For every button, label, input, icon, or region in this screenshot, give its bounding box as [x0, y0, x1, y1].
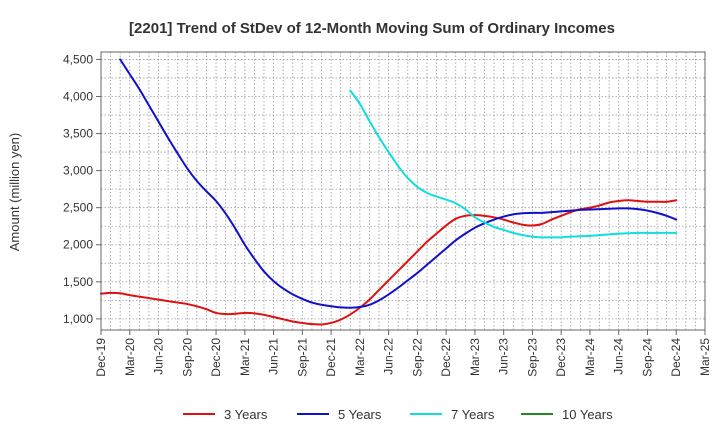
- x-tick-label: Dec-19: [94, 338, 108, 377]
- x-tick-label: Mar-23: [468, 338, 482, 376]
- x-tick-label: Sep-20: [180, 338, 194, 377]
- legend: 3 Years 5 Years 7 Years 10 Years: [183, 407, 613, 422]
- x-tick-label: Dec-24: [669, 338, 683, 377]
- x-tick-label: Dec-23: [554, 338, 568, 377]
- x-tick-label: Jun-24: [612, 338, 626, 375]
- series-line-5-years: [119, 58, 678, 309]
- y-tick-label: 1,500: [63, 275, 93, 289]
- y-tick-label: 3,000: [63, 164, 93, 178]
- y-axis: 1,000 1,500 2,000 2,500 3,000 3,500 4,000 4,500: [63, 52, 101, 326]
- x-tick-label: Mar-21: [238, 338, 252, 376]
- x-tick-label: Mar-20: [123, 338, 137, 376]
- plot-area: [100, 51, 706, 331]
- x-tick-label: Dec-21: [324, 338, 338, 377]
- y-tick-label: 2,500: [63, 201, 93, 215]
- x-tick-label: Mar-24: [583, 338, 597, 376]
- legend-label-10-years: 10 Years: [562, 407, 613, 422]
- series-lines: [100, 58, 678, 326]
- y-axis-label: Amount (million yen): [7, 133, 22, 252]
- x-tick-label: Mar-22: [353, 338, 367, 376]
- grid: [101, 52, 705, 330]
- y-tick-label: 4,000: [63, 89, 93, 103]
- chart-title: [2201] Trend of StDev of 12-Month Moving…: [129, 20, 615, 37]
- x-tick-label: Jun-20: [152, 338, 166, 375]
- x-tick-label: Jun-21: [267, 338, 281, 375]
- y-tick-label: 2,000: [63, 238, 93, 252]
- x-tick-label: Jun-23: [497, 338, 511, 375]
- legend-label-5-years: 5 Years: [338, 407, 382, 422]
- y-tick-label: 3,500: [63, 127, 93, 141]
- y-tick-label: 1,000: [63, 312, 93, 326]
- legend-label-7-years: 7 Years: [451, 407, 495, 422]
- x-tick-label: Sep-23: [525, 338, 539, 377]
- series-line-7-years: [349, 89, 678, 239]
- x-tick-label: Sep-21: [295, 338, 309, 377]
- x-tick-label: Jun-22: [382, 338, 396, 375]
- x-tick-label: Mar-25: [698, 338, 712, 376]
- x-tick-label: Sep-22: [410, 338, 424, 377]
- x-tick-label: Dec-22: [439, 338, 453, 377]
- y-tick-label: 4,500: [63, 52, 93, 66]
- x-axis: Dec-19 Mar-20 Jun-20 Sep-20 Dec-20 Mar-21 Jun-…: [94, 330, 712, 377]
- x-tick-label: Sep-24: [640, 338, 654, 377]
- x-tick-label: Dec-20: [209, 338, 223, 377]
- legend-label-3-years: 3 Years: [224, 407, 268, 422]
